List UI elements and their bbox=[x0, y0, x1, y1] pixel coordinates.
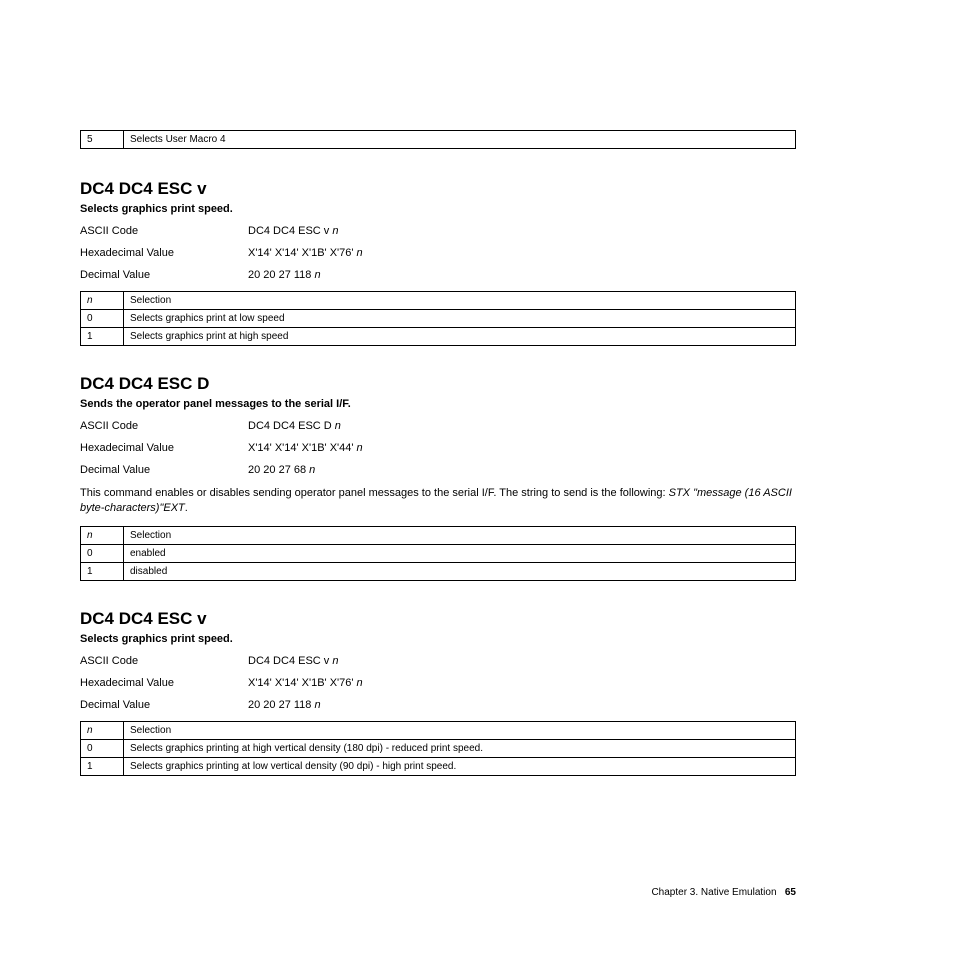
table-row: n Selection bbox=[81, 721, 796, 739]
table-row: n Selection bbox=[81, 526, 796, 544]
dec-n: n bbox=[314, 699, 320, 711]
cell-n: 0 bbox=[81, 310, 124, 328]
dec-value-text: 20 20 27 118 bbox=[248, 699, 314, 711]
cell-n: 1 bbox=[81, 328, 124, 346]
ascii-n: n bbox=[332, 655, 338, 667]
header-n: n bbox=[81, 292, 124, 310]
para-post: . bbox=[185, 502, 188, 514]
cell-n: 1 bbox=[81, 562, 124, 580]
footer-page-number: 65 bbox=[785, 887, 796, 898]
dec-row: Decimal Value 20 20 27 118 n bbox=[80, 269, 796, 281]
ascii-value: DC4 DC4 ESC D n bbox=[248, 420, 341, 432]
ascii-row: ASCII Code DC4 DC4 ESC D n bbox=[80, 420, 796, 432]
table-row: 1 disabled bbox=[81, 562, 796, 580]
dec-label: Decimal Value bbox=[80, 464, 248, 476]
section-title: DC4 DC4 ESC D bbox=[80, 374, 796, 394]
ascii-row: ASCII Code DC4 DC4 ESC v n bbox=[80, 225, 796, 237]
section-subtitle: Sends the operator panel messages to the… bbox=[80, 398, 796, 410]
hex-row: Hexadecimal Value X'14' X'14' X'1B' X'44… bbox=[80, 442, 796, 454]
dec-value: 20 20 27 118 n bbox=[248, 269, 321, 281]
table-row: 0 enabled bbox=[81, 544, 796, 562]
ascii-value-text: DC4 DC4 ESC D bbox=[248, 420, 335, 432]
header-selection: Selection bbox=[124, 292, 796, 310]
dec-row: Decimal Value 20 20 27 118 n bbox=[80, 699, 796, 711]
dec-row: Decimal Value 20 20 27 68 n bbox=[80, 464, 796, 476]
table-row: 1 Selects graphics print at high speed bbox=[81, 328, 796, 346]
hex-value: X'14' X'14' X'1B' X'44' n bbox=[248, 442, 363, 454]
header-selection: Selection bbox=[124, 526, 796, 544]
section-esc-d: DC4 DC4 ESC D Sends the operator panel m… bbox=[80, 374, 796, 581]
hex-value-text: X'14' X'14' X'1B' X'76' bbox=[248, 677, 357, 689]
dec-label: Decimal Value bbox=[80, 269, 248, 281]
dec-n: n bbox=[314, 269, 320, 281]
cell-desc: Selects graphics print at low speed bbox=[124, 310, 796, 328]
hex-label: Hexadecimal Value bbox=[80, 442, 248, 454]
cell-desc: enabled bbox=[124, 544, 796, 562]
hex-label: Hexadecimal Value bbox=[80, 247, 248, 259]
ascii-value: DC4 DC4 ESC v n bbox=[248, 225, 338, 237]
cell-desc: Selects graphics print at high speed bbox=[124, 328, 796, 346]
dec-value: 20 20 27 118 n bbox=[248, 699, 321, 711]
cell-n: 0 bbox=[81, 739, 124, 757]
dec-value-text: 20 20 27 68 bbox=[248, 464, 309, 476]
section-subtitle: Selects graphics print speed. bbox=[80, 203, 796, 215]
ascii-label: ASCII Code bbox=[80, 655, 248, 667]
cell-desc: Selects User Macro 4 bbox=[124, 131, 796, 149]
hex-row: Hexadecimal Value X'14' X'14' X'1B' X'76… bbox=[80, 247, 796, 259]
hex-value-text: X'14' X'14' X'1B' X'44' bbox=[248, 442, 357, 454]
ascii-n: n bbox=[332, 225, 338, 237]
hex-value-text: X'14' X'14' X'1B' X'76' bbox=[248, 247, 357, 259]
ascii-value-text: DC4 DC4 ESC v bbox=[248, 655, 332, 667]
selection-table: n Selection 0 enabled 1 disabled bbox=[80, 526, 796, 581]
ascii-value-text: DC4 DC4 ESC v bbox=[248, 225, 332, 237]
section-title: DC4 DC4 ESC v bbox=[80, 179, 796, 199]
para-pre: This command enables or disables sending… bbox=[80, 487, 669, 499]
table-row: n Selection bbox=[81, 292, 796, 310]
hex-n: n bbox=[357, 677, 363, 689]
section-subtitle: Selects graphics print speed. bbox=[80, 633, 796, 645]
cell-desc: Selects graphics printing at low vertica… bbox=[124, 757, 796, 775]
cell-desc: Selects graphics printing at high vertic… bbox=[124, 739, 796, 757]
footer-chapter: Chapter 3. Native Emulation bbox=[651, 887, 776, 898]
hex-row: Hexadecimal Value X'14' X'14' X'1B' X'76… bbox=[80, 677, 796, 689]
ascii-row: ASCII Code DC4 DC4 ESC v n bbox=[80, 655, 796, 667]
header-selection: Selection bbox=[124, 721, 796, 739]
dec-label: Decimal Value bbox=[80, 699, 248, 711]
ascii-value: DC4 DC4 ESC v n bbox=[248, 655, 338, 667]
hex-n: n bbox=[357, 247, 363, 259]
cell-n: 5 bbox=[81, 131, 124, 149]
selection-table: n Selection 0 Selects graphics printing … bbox=[80, 721, 796, 776]
ascii-label: ASCII Code bbox=[80, 420, 248, 432]
header-n: n bbox=[81, 721, 124, 739]
top-macro-table: 5 Selects User Macro 4 bbox=[80, 130, 796, 149]
hex-n: n bbox=[357, 442, 363, 454]
hex-label: Hexadecimal Value bbox=[80, 677, 248, 689]
dec-value-text: 20 20 27 118 bbox=[248, 269, 314, 281]
section-title: DC4 DC4 ESC v bbox=[80, 609, 796, 629]
selection-table: n Selection 0 Selects graphics print at … bbox=[80, 291, 796, 346]
cell-desc: disabled bbox=[124, 562, 796, 580]
table-row: 0 Selects graphics print at low speed bbox=[81, 310, 796, 328]
cell-n: 0 bbox=[81, 544, 124, 562]
section-esc-v-1: DC4 DC4 ESC v Selects graphics print spe… bbox=[80, 179, 796, 346]
table-row: 0 Selects graphics printing at high vert… bbox=[81, 739, 796, 757]
hex-value: X'14' X'14' X'1B' X'76' n bbox=[248, 247, 363, 259]
hex-value: X'14' X'14' X'1B' X'76' n bbox=[248, 677, 363, 689]
page-footer: Chapter 3. Native Emulation 65 bbox=[651, 887, 796, 898]
dec-n: n bbox=[309, 464, 315, 476]
table-row: 5 Selects User Macro 4 bbox=[81, 131, 796, 149]
cell-n: 1 bbox=[81, 757, 124, 775]
header-n: n bbox=[81, 526, 124, 544]
ascii-n: n bbox=[335, 420, 341, 432]
description-paragraph: This command enables or disables sending… bbox=[80, 486, 796, 516]
table-row: 1 Selects graphics printing at low verti… bbox=[81, 757, 796, 775]
section-esc-v-2: DC4 DC4 ESC v Selects graphics print spe… bbox=[80, 609, 796, 776]
ascii-label: ASCII Code bbox=[80, 225, 248, 237]
dec-value: 20 20 27 68 n bbox=[248, 464, 315, 476]
